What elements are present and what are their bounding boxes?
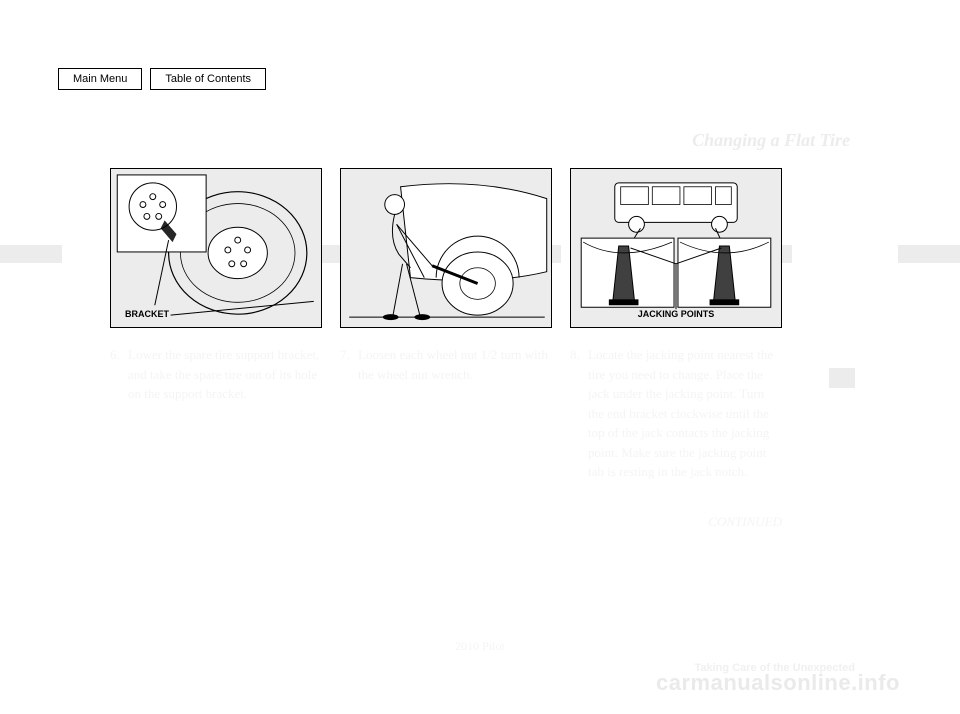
- figure-label-jacking: JACKING POINTS: [571, 309, 781, 319]
- main-menu-button[interactable]: Main Menu: [58, 68, 142, 90]
- step-number: 7.: [340, 345, 358, 384]
- column-1: 6. Lower the spare tire support bracket,…: [110, 345, 322, 531]
- page-title: Changing a Flat Tire: [692, 130, 850, 151]
- body-text: 6. Lower the spare tire support bracket,…: [110, 345, 790, 531]
- step-text: Lower the spare tire support bracket, an…: [128, 345, 322, 404]
- illustration-row: BRACKET: [110, 168, 782, 328]
- toc-button[interactable]: Table of Contents: [150, 68, 266, 90]
- page-number-box: [829, 368, 855, 388]
- step-7: 7. Loosen each wheel nut 1/2 turn with t…: [340, 345, 552, 384]
- edge-tab-right: [898, 245, 960, 263]
- figure-label-bracket: BRACKET: [125, 309, 169, 319]
- step-number: 6.: [110, 345, 128, 404]
- edge-tab-left: [0, 245, 62, 263]
- column-3: 8. Locate the jacking point nearest the …: [570, 345, 782, 531]
- footer-date: 2010 Pilot: [0, 639, 960, 654]
- nav-buttons: Main Menu Table of Contents: [58, 68, 266, 90]
- continued-label: CONTINUED: [570, 512, 782, 532]
- watermark: carmanualsonline.info: [656, 670, 900, 696]
- step-6: 6. Lower the spare tire support bracket,…: [110, 345, 322, 404]
- step-text: Loosen each wheel nut 1/2 turn with the …: [358, 345, 552, 384]
- figure-loosen: [340, 168, 552, 328]
- figure-bracket: BRACKET: [110, 168, 322, 328]
- figure-jacking-points: JACKING POINTS: [570, 168, 782, 328]
- step-number: 8.: [570, 345, 588, 482]
- step-8: 8. Locate the jacking point nearest the …: [570, 345, 782, 482]
- step-text: Locate the jacking point nearest the tir…: [588, 345, 782, 482]
- column-2: 7. Loosen each wheel nut 1/2 turn with t…: [340, 345, 552, 531]
